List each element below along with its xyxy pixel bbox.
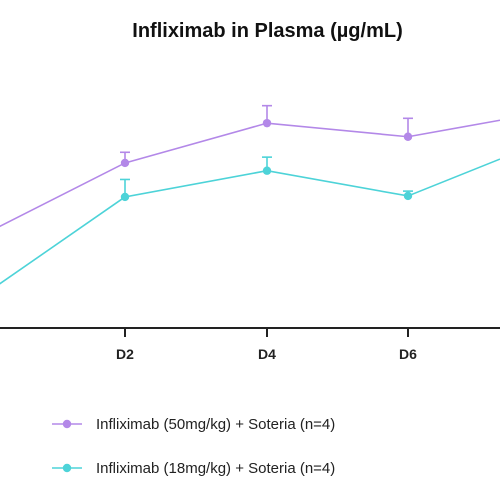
data-point [403,191,413,201]
chart-title: Infliximab in Plasma (µg/mL) [132,20,403,42]
x-tick-label-D6: D6 [399,346,417,362]
data-point [120,192,130,202]
series-2 [0,156,500,285]
series-line [0,158,500,285]
x-tick-label-D4: D4 [258,346,276,362]
legend-item-2: Infliximab (18mg/kg) + Soteria (n=4) [52,460,335,477]
x-axis: D2 D4 D6 [0,327,500,362]
legend-marker [62,463,72,473]
data-point [262,118,272,128]
data-point [262,166,272,175]
data-point [403,132,413,141]
legend: Infliximab (50mg/kg) + Soteria (n=4) Infl… [52,416,335,477]
x-tick-label-D2: D2 [116,346,134,362]
data-point [120,158,130,168]
series-group [0,104,500,285]
legend-label: Infliximab (18mg/kg) + Soteria (n=4) [96,460,335,477]
legend-marker [62,419,72,429]
legend-item-1: Infliximab (50mg/kg) + Soteria (n=4) [52,416,335,433]
legend-label: Infliximab (50mg/kg) + Soteria (n=4) [96,416,335,433]
series-1 [0,104,500,228]
series-line [0,119,500,228]
